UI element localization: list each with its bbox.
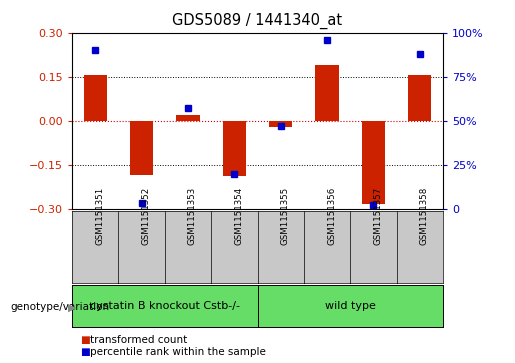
Text: wild type: wild type bbox=[325, 301, 375, 311]
Text: GSM1151351: GSM1151351 bbox=[95, 187, 104, 245]
Text: percentile rank within the sample: percentile rank within the sample bbox=[90, 347, 266, 357]
Bar bbox=[176, 115, 199, 121]
Text: GSM1151354: GSM1151354 bbox=[234, 187, 243, 245]
Text: GSM1151357: GSM1151357 bbox=[373, 187, 382, 245]
Bar bbox=[408, 75, 431, 121]
Text: GSM1151356: GSM1151356 bbox=[327, 187, 336, 245]
Text: GSM1151355: GSM1151355 bbox=[281, 187, 289, 245]
Bar bbox=[362, 121, 385, 204]
Text: transformed count: transformed count bbox=[90, 335, 187, 346]
Text: ■: ■ bbox=[80, 335, 90, 346]
Text: ▶: ▶ bbox=[68, 302, 77, 313]
Text: ■: ■ bbox=[80, 347, 90, 357]
Text: GSM1151353: GSM1151353 bbox=[188, 187, 197, 245]
Bar bbox=[130, 121, 153, 175]
Text: genotype/variation: genotype/variation bbox=[10, 302, 109, 313]
Bar bbox=[222, 121, 246, 176]
Text: GSM1151358: GSM1151358 bbox=[420, 187, 428, 245]
Bar bbox=[315, 65, 338, 121]
Text: cystatin B knockout Cstb-/-: cystatin B knockout Cstb-/- bbox=[90, 301, 240, 311]
Bar bbox=[269, 121, 293, 127]
Text: GDS5089 / 1441340_at: GDS5089 / 1441340_at bbox=[173, 13, 342, 29]
Bar bbox=[84, 75, 107, 121]
Text: GSM1151352: GSM1151352 bbox=[142, 187, 150, 245]
